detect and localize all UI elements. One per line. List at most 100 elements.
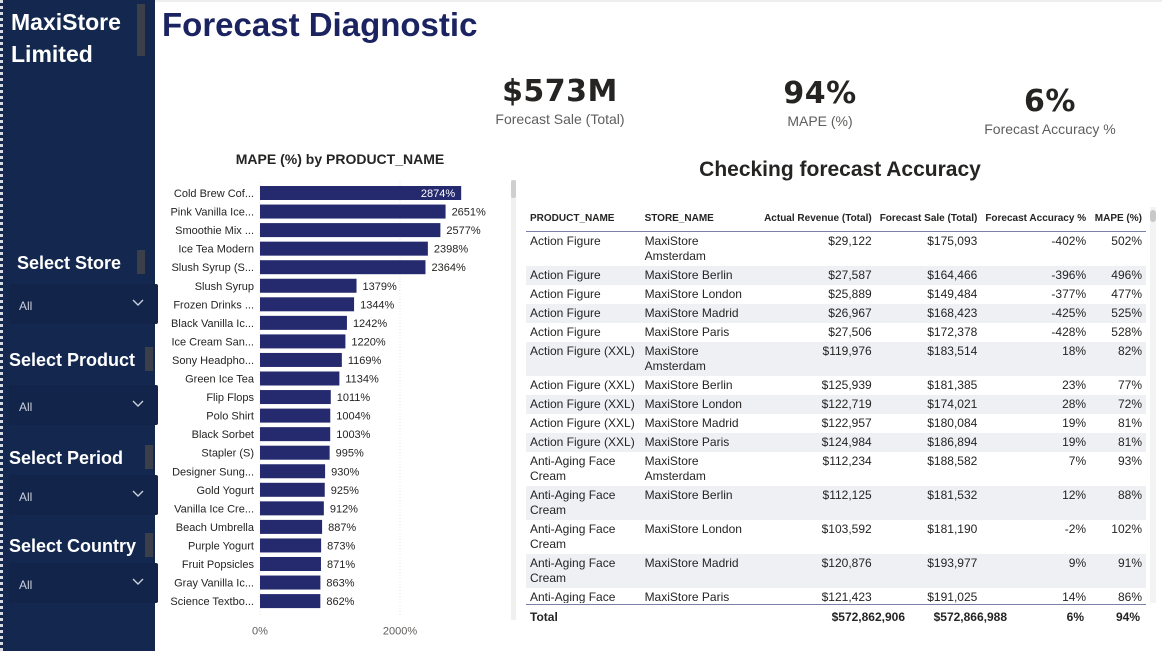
- bar-value-label: 930%: [331, 466, 359, 478]
- mape-bar[interactable]: [260, 482, 325, 497]
- mape-bar[interactable]: [260, 501, 324, 516]
- mape-bar[interactable]: [260, 464, 326, 479]
- cell-mape: 88%: [1090, 485, 1146, 520]
- kpi-label: MAPE (%): [787, 113, 853, 129]
- bar-value-label: 2398%: [434, 244, 468, 256]
- bar-value-label: 1011%: [337, 392, 371, 404]
- category-label: Black Vanilla Ic...: [171, 318, 254, 330]
- category-label: Stapler (S): [201, 448, 254, 460]
- cell-store: MaxiStore London: [644, 521, 742, 536]
- mape-bar[interactable]: [260, 519, 323, 534]
- mape-bar[interactable]: [260, 390, 331, 405]
- product-dropdown[interactable]: All: [9, 385, 158, 425]
- table-scrollbar-thumb[interactable]: [1150, 210, 1156, 222]
- mape-bar[interactable]: [260, 538, 322, 553]
- cell-forecast-accuracy: -396%: [981, 265, 1091, 285]
- product-dropdown-value: All: [19, 400, 33, 414]
- total-forecast-sale: $572,866,988: [933, 610, 1007, 624]
- cell-actual-revenue: $25,889: [828, 286, 872, 301]
- mape-bar[interactable]: [260, 408, 331, 423]
- mape-bar[interactable]: [260, 223, 441, 238]
- table-row[interactable]: Action Figure (XXL) MaxiStore Paris $124,9…: [526, 432, 1146, 452]
- column-header-actual-revenue[interactable]: Actual Revenue (Total): [760, 207, 876, 232]
- cell-actual-revenue: $103,592: [821, 521, 872, 536]
- table-row[interactable]: Action Figure (XXL) MaxiStore Madrid $122,…: [526, 414, 1146, 433]
- page-title: Forecast Diagnostic: [162, 6, 478, 43]
- table-row[interactable]: Action Figure MaxiStore Amsterdam $29,122 $…: [526, 231, 1146, 266]
- store-dropdown[interactable]: All: [9, 284, 158, 324]
- table-row[interactable]: Anti-Aging Face Cream MaxiStore Berlin $11…: [526, 485, 1146, 520]
- cell-store: MaxiStore Madrid: [644, 415, 739, 430]
- category-label: Slush Syrup (S...: [171, 262, 254, 274]
- column-header-forecast-accuracy[interactable]: Forecast Accuracy %: [981, 207, 1091, 232]
- country-dropdown[interactable]: All: [9, 563, 158, 603]
- total-actual-revenue: $572,862,906: [831, 610, 905, 624]
- cell-actual-revenue: $112,125: [760, 485, 876, 520]
- table-row[interactable]: Anti-Aging Face Cream MaxiStore Amsterdam…: [526, 452, 1146, 486]
- cell-product: Action Figure: [530, 286, 601, 301]
- table-row[interactable]: Anti-Aging Face Cream MaxiStore Paris $121…: [526, 588, 1146, 604]
- mape-bar[interactable]: [260, 557, 321, 571]
- mape-bar[interactable]: [260, 186, 462, 200]
- period-dropdown[interactable]: All: [9, 475, 158, 515]
- table-row[interactable]: Anti-Aging Face Cream MaxiStore London $10…: [526, 520, 1146, 554]
- column-header-forecast-sale[interactable]: Forecast Sale (Total): [875, 207, 982, 232]
- table-scrollbar-track[interactable]: [1150, 207, 1156, 603]
- mape-bar[interactable]: [260, 445, 330, 460]
- table-row[interactable]: Action Figure (XXL) MaxiStore Amsterdam $1…: [526, 341, 1146, 376]
- mape-bar[interactable]: [260, 278, 357, 293]
- cell-actual-revenue: $124,984: [760, 432, 876, 452]
- mape-bar[interactable]: [260, 427, 331, 442]
- chart-scrollbar-track[interactable]: [511, 180, 516, 620]
- bar-value-label: 1004%: [336, 411, 370, 423]
- kpi-value: 94%: [783, 76, 857, 111]
- table-row[interactable]: Action Figure (XXL) MaxiStore London $122,…: [526, 394, 1146, 414]
- column-header-store[interactable]: STORE_NAME: [640, 207, 761, 232]
- category-label: Flip Flops: [206, 392, 254, 404]
- column-header-mape[interactable]: MAPE (%): [1090, 207, 1146, 232]
- mape-bar[interactable]: [260, 241, 428, 256]
- cell-forecast-accuracy: 9%: [981, 553, 1091, 588]
- cell-forecast-sale: $193,977: [875, 553, 982, 588]
- chevron-down-icon: [132, 578, 144, 585]
- cell-product: Action Figure: [530, 324, 601, 339]
- table-row[interactable]: Action Figure (XXL) MaxiStore Berlin $125,…: [526, 376, 1146, 395]
- mape-bar[interactable]: [260, 594, 321, 609]
- bar-value-label: 887%: [328, 522, 356, 534]
- mape-bar[interactable]: [260, 352, 342, 367]
- table-row[interactable]: Action Figure MaxiStore London $25,889 $149…: [526, 285, 1146, 304]
- mape-bar[interactable]: [260, 575, 321, 590]
- cell-forecast-accuracy: -377%: [1051, 286, 1087, 301]
- cell-actual-revenue: $29,122: [828, 233, 872, 248]
- cell-store: MaxiStore Madrid: [640, 303, 761, 323]
- total-label: Total: [530, 610, 558, 624]
- mape-bar[interactable]: [260, 297, 355, 312]
- chart-scrollbar-thumb[interactable]: [511, 180, 516, 198]
- slicer-tab-product: [145, 347, 153, 371]
- cell-forecast-accuracy: 14%: [1062, 589, 1087, 604]
- table-row[interactable]: Action Figure MaxiStore Madrid $26,967 $168…: [526, 303, 1146, 323]
- country-dropdown-value: All: [19, 578, 33, 592]
- mape-bar[interactable]: [260, 260, 426, 275]
- kpi-value: 6%: [1024, 84, 1076, 119]
- mape-bar[interactable]: [260, 204, 446, 219]
- cell-mape: 82%: [1090, 341, 1146, 376]
- cell-forecast-accuracy: -425%: [981, 303, 1091, 323]
- cell-forecast-sale: $164,466: [875, 265, 982, 285]
- table-row[interactable]: Anti-Aging Face Cream MaxiStore Madrid $12…: [526, 553, 1146, 588]
- mape-bar[interactable]: [260, 371, 340, 386]
- category-label: Pink Vanilla Ice...: [170, 207, 254, 219]
- mape-bar[interactable]: [260, 315, 347, 330]
- cell-store: MaxiStore London: [644, 286, 742, 301]
- kpi-forecast-accuracy: 6% Forecast Accuracy %: [970, 84, 1130, 137]
- cell-forecast-sale: $172,378: [927, 324, 978, 339]
- cell-store: MaxiStore Berlin: [644, 377, 733, 392]
- table-row[interactable]: Action Figure MaxiStore Berlin $27,587 $164…: [526, 265, 1146, 285]
- column-header-product[interactable]: PRODUCT_NAME: [526, 207, 641, 232]
- mape-bar[interactable]: [260, 334, 346, 349]
- category-label: Black Sorbet: [192, 429, 254, 441]
- slicer-title-period: Select Period: [9, 448, 124, 468]
- category-label: Science Textbo...: [170, 596, 254, 608]
- table-row[interactable]: Action Figure MaxiStore Paris $27,506 $172,…: [526, 323, 1146, 342]
- cell-product: Anti-Aging Face Cream: [530, 453, 616, 483]
